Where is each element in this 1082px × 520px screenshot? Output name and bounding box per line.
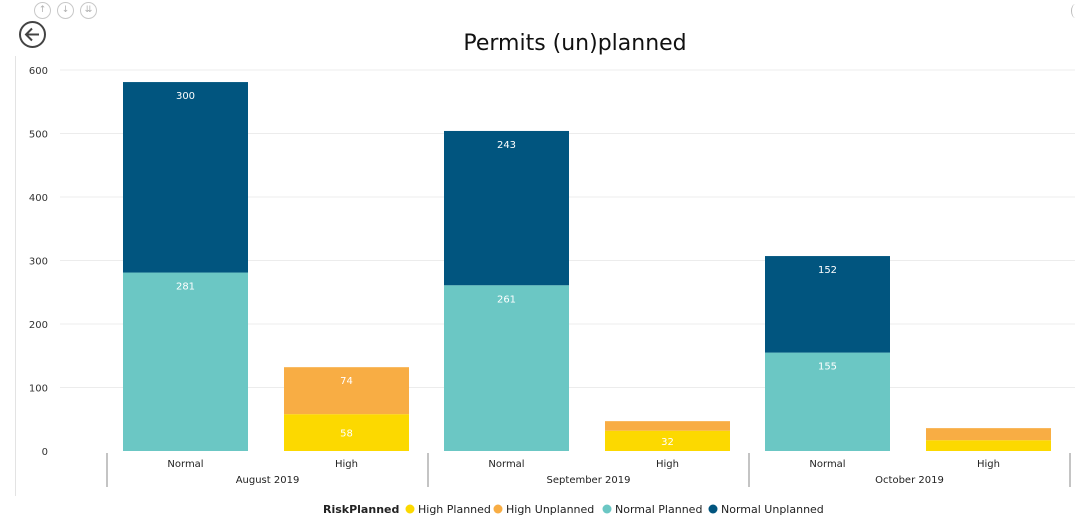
bar-august-2019-normal-normal-planned[interactable] [123,272,248,451]
drill-up-icon[interactable]: ↑ [34,2,51,19]
legend-item-high-planned[interactable]: High Planned [418,503,491,516]
back-arrow-icon[interactable] [19,21,46,48]
x-axis: Normal High August 2019 Normal High September… [106,453,1071,487]
data-label: 74 [340,376,353,387]
legend-title: RiskPlanned [323,503,399,516]
y-tick-label: 300 [29,257,48,268]
legend: RiskPlanned High Planned High Unplanned Nor… [323,503,824,516]
focus-mode-icon[interactable] [1071,4,1080,18]
expand-hierarchy-icon[interactable]: ⇊ [80,2,97,19]
data-label: 300 [176,91,195,102]
legend-item-high-unplanned[interactable]: High Unplanned [506,503,594,516]
chart-title: Permits (un)planned [463,31,686,56]
x-group-label: August 2019 [236,475,300,486]
bar-august-2019-high-high-planned[interactable] [284,414,409,451]
left-border [15,56,16,496]
data-label: 155 [818,362,837,373]
data-label: 281 [176,282,195,293]
bar-october-2019-high-high-planned[interactable] [926,440,1051,451]
bar-september-2019-normal-normal-unplanned[interactable] [444,130,569,286]
data-label: 58 [340,429,353,440]
data-label: 152 [818,265,837,276]
y-tick-label: 0 [42,447,48,458]
bar-september-2019-high-high-unplanned[interactable] [605,421,730,431]
y-tick-label: 100 [29,384,48,395]
bar-august-2019-high-high-unplanned[interactable] [284,367,409,415]
x-category-label: High [335,459,358,470]
x-category-label: High [656,459,679,470]
y-tick-label: 200 [29,320,48,331]
y-tick-label: 500 [29,130,48,141]
bars [123,82,1051,451]
legend-marker-high-planned [405,504,415,514]
legend-marker-normal-planned [602,504,612,514]
drill-down-icon[interactable]: ↓ [57,2,74,19]
y-axis: 0 100 200 300 400 500 600 [29,66,48,458]
data-label: 243 [497,140,516,151]
visual-header-icons: ↑ ↓ ⇊ [34,2,97,19]
x-category-label: Normal [167,459,203,470]
bar-october-2019-normal-normal-planned[interactable] [765,352,890,451]
data-labels: 281 300 58 74 261 243 32 155 152 [176,91,837,448]
bar-september-2019-high-high-planned[interactable] [605,430,730,451]
bar-october-2019-high-high-unplanned[interactable] [926,428,1051,441]
bar-september-2019-normal-normal-planned[interactable] [444,285,569,451]
y-tick-label: 600 [29,66,48,77]
y-tick-label: 400 [29,193,48,204]
x-group-label: September 2019 [547,475,631,486]
bar-august-2019-normal-normal-unplanned[interactable] [123,82,248,273]
bar-october-2019-normal-normal-unplanned[interactable] [765,256,890,353]
data-label: 261 [497,294,516,305]
legend-marker-high-unplanned [493,504,503,514]
legend-item-normal-planned[interactable]: Normal Planned [615,503,702,516]
legend-item-normal-unplanned[interactable]: Normal Unplanned [721,503,824,516]
data-label: 32 [661,437,674,448]
legend-marker-normal-unplanned [708,504,718,514]
x-category-label: Normal [809,459,845,470]
x-category-label: Normal [488,459,524,470]
x-category-label: High [977,459,1000,470]
x-group-label: October 2019 [875,475,944,486]
